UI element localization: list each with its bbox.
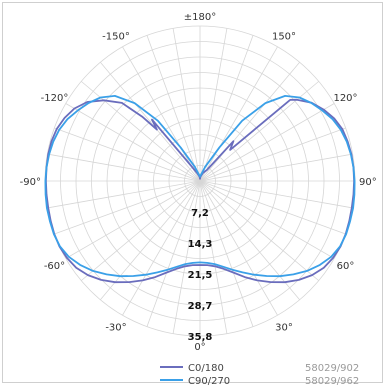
ring-label: 7,2 xyxy=(191,208,209,219)
angle-label: 150° xyxy=(272,32,296,43)
grid-spoke xyxy=(65,180,201,259)
grid-spoke xyxy=(199,35,254,182)
angle-labels: ±180° 150° 120° 90° 60° 30° 0° -30° -60° -90° -120… xyxy=(20,12,377,353)
ring-label: 21,5 xyxy=(188,270,213,281)
grid-spoke xyxy=(199,153,353,182)
grid-spoke xyxy=(122,46,201,182)
grid-spoke xyxy=(100,62,201,182)
angle-label: -90° xyxy=(20,177,41,188)
grid-spoke xyxy=(199,28,228,182)
grid-spoke xyxy=(199,180,335,259)
grid-spoke xyxy=(122,180,201,316)
angle-label: 60° xyxy=(337,261,355,272)
series-curve-c90-270 xyxy=(44,95,356,278)
angle-label: -150° xyxy=(102,32,130,43)
grid-spoke xyxy=(54,180,201,235)
grid-spoke xyxy=(81,180,201,281)
series-curves xyxy=(44,95,356,284)
grid-spoke xyxy=(146,35,201,182)
grid-spoke xyxy=(199,180,254,327)
angle-label: ±180° xyxy=(184,12,216,23)
grid-spoke xyxy=(172,28,201,182)
grid-spoke xyxy=(199,180,353,209)
grid-spoke xyxy=(172,180,201,334)
grid-spoke xyxy=(199,127,346,182)
grid-spoke xyxy=(199,180,346,235)
grid-spoke xyxy=(65,103,201,182)
ring-label: 35,8 xyxy=(188,332,213,343)
grid-spoke xyxy=(54,127,201,182)
angle-label: -60° xyxy=(44,261,65,272)
series-curve-c0-180 xyxy=(45,98,355,284)
grid-spoke xyxy=(199,180,278,316)
ring-label: 14,3 xyxy=(188,239,213,250)
legend-code-c0-180: 58029/902 xyxy=(305,363,359,374)
grid-spoke xyxy=(199,103,335,182)
grid-spoke xyxy=(199,46,278,182)
angle-label: 0° xyxy=(194,342,205,353)
grid-spoke xyxy=(47,153,201,182)
grid-spoke xyxy=(47,180,201,209)
angle-label: 90° xyxy=(359,177,377,188)
legend-code-c90-270: 58029/962 xyxy=(305,376,359,385)
angle-label: 120° xyxy=(333,93,357,104)
legend: C0/180 58029/902 C90/270 58029/962 xyxy=(160,363,359,385)
angle-label: 30° xyxy=(275,323,293,334)
angle-label: -120° xyxy=(41,93,69,104)
chart-frame xyxy=(2,2,383,383)
grid-spoke xyxy=(199,180,300,300)
ring-labels: 7,2 14,3 21,5 28,7 35,8 xyxy=(188,208,213,343)
grid-spoke xyxy=(100,180,201,300)
angle-label: -30° xyxy=(105,323,126,334)
ring-label: 28,7 xyxy=(188,301,213,312)
grid-spoke xyxy=(199,62,300,182)
legend-label-c90-270: C90/270 xyxy=(188,376,230,385)
polar-grid xyxy=(44,25,356,337)
grid-spoke xyxy=(199,180,319,281)
grid-spoke xyxy=(199,180,228,334)
legend-label-c0-180: C0/180 xyxy=(188,363,224,374)
grid-spoke xyxy=(146,180,201,327)
